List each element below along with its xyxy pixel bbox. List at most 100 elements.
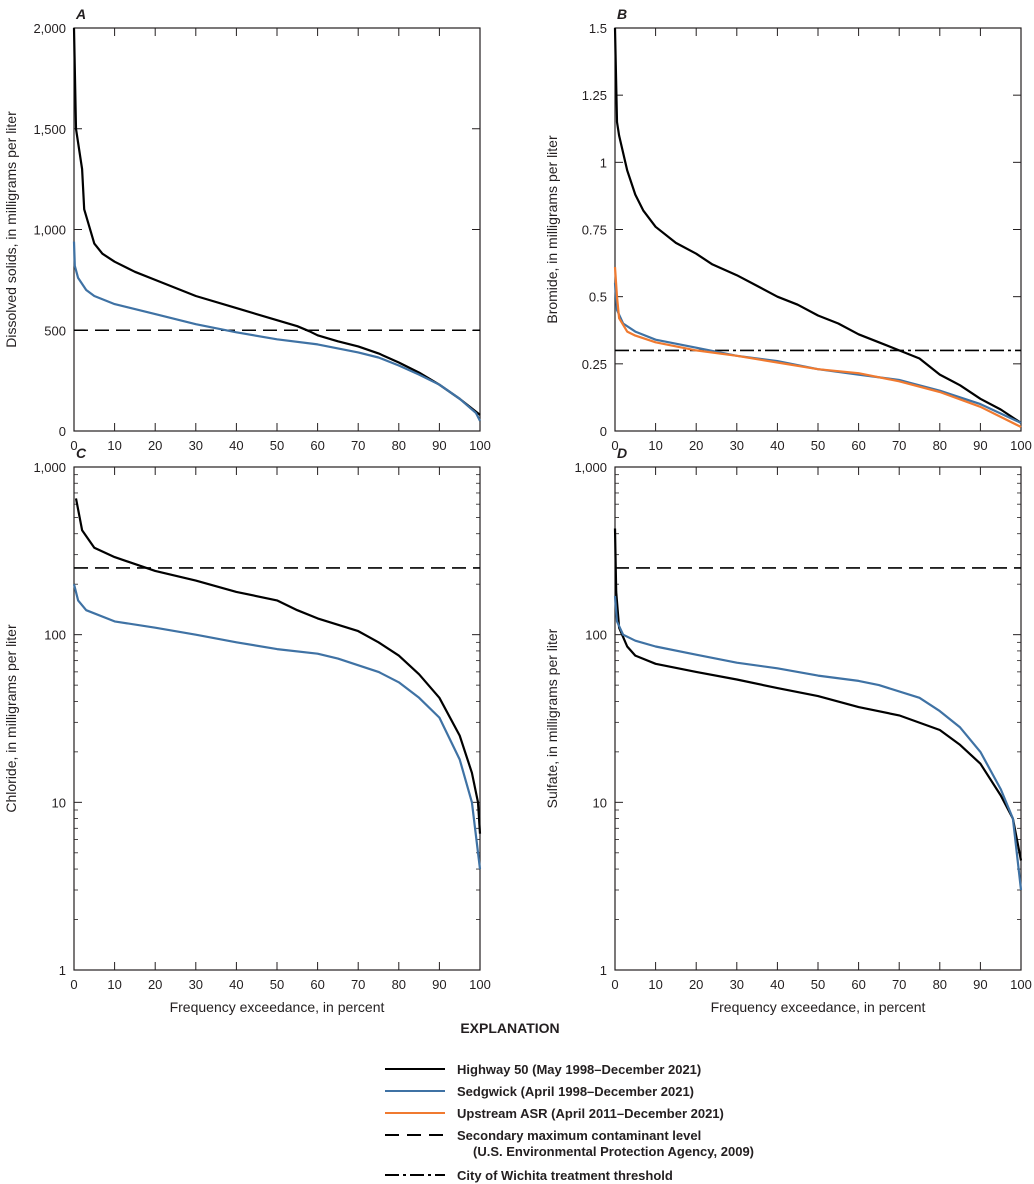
x-tick-label: 50 <box>270 438 284 453</box>
x-tick-label: 0 <box>611 438 618 453</box>
x-tick-label: 30 <box>730 977 744 992</box>
x-tick-label: 0 <box>70 977 77 992</box>
y-tick-label: 1.25 <box>582 88 607 103</box>
x-tick-label: 80 <box>392 977 406 992</box>
y-axis-label: Bromide, in milligrams per liter <box>544 135 560 324</box>
plot-frame <box>614 466 1022 971</box>
panel-a: 0 10 20 30 40 50 60 70 80 90 100 0 500 1,000 1,500 2,00… <box>3 6 491 453</box>
series-line-highway-50 <box>72 27 481 416</box>
legend-swatch-solid-orange <box>385 1112 445 1114</box>
y-tick-label: 1.5 <box>589 21 607 36</box>
x-tick-label: 10 <box>107 977 121 992</box>
series-line-sedgwick <box>72 241 481 422</box>
x-tick-label: 50 <box>811 438 825 453</box>
legend-item-highway50: Highway 50 (May 1998–December 2021) <box>385 1062 701 1078</box>
series-line-highway-50 <box>74 498 482 834</box>
x-tick-label: 100 <box>469 977 491 992</box>
legend-swatch-dash-dot <box>385 1174 445 1176</box>
y-tick-label: 100 <box>585 628 607 643</box>
x-tick-label: 70 <box>351 977 365 992</box>
x-tick-label: 40 <box>770 977 784 992</box>
y-tick-label: 1 <box>600 155 607 170</box>
plot-frame <box>614 27 1022 432</box>
legend-item-smcl: Secondary maximum contaminant level (U.S.… <box>385 1128 754 1160</box>
x-tick-label: 40 <box>229 977 243 992</box>
series-line-sedgwick <box>72 583 482 870</box>
panel-label: A <box>75 6 86 22</box>
legend-swatch-solid-black <box>385 1068 445 1070</box>
x-tick-label: 20 <box>689 977 703 992</box>
y-tick-label: 1 <box>600 963 607 978</box>
series-line-highway-50 <box>613 528 1023 861</box>
plot-frame <box>73 466 481 971</box>
panel-c: 0 10 20 30 40 50 60 70 80 90 1001101001,000CChlori… <box>3 445 491 1015</box>
legend-item-sedgwick: Sedgwick (April 1998–December 2021) <box>385 1084 694 1100</box>
x-tick-label: 100 <box>469 438 491 453</box>
x-tick-label: 40 <box>770 438 784 453</box>
x-tick-label: 10 <box>648 977 662 992</box>
x-tick-label: 20 <box>148 438 162 453</box>
x-tick-label: 0 <box>70 438 77 453</box>
x-tick-label: 70 <box>892 977 906 992</box>
x-tick-label: 10 <box>648 438 662 453</box>
series-line-highway-50 <box>613 27 1022 424</box>
y-tick-label: 0 <box>600 424 607 439</box>
y-tick-label: 0 <box>59 424 66 439</box>
panel-label: B <box>617 6 627 22</box>
x-tick-label: 50 <box>270 977 284 992</box>
legend-item-upstream-asr: Upstream ASR (April 2011–December 2021) <box>385 1106 724 1122</box>
y-tick-label: 2,000 <box>33 21 66 36</box>
x-tick-label: 90 <box>432 977 446 992</box>
x-tick-label: 30 <box>189 977 203 992</box>
legend-label-smcl: Secondary maximum contaminant level <box>457 1128 702 1143</box>
y-tick-label: 1 <box>59 963 66 978</box>
x-tick-label: 40 <box>229 438 243 453</box>
panel-d: 0 10 20 30 40 50 60 70 80 90 1001101001,000DSulfat… <box>544 445 1032 1015</box>
legend-swatch-dashed <box>385 1134 445 1136</box>
panel-b: 0 10 20 30 40 50 60 70 80 90 100 0 0.25 0.5 0.75 1 1.25 1… <box>544 6 1032 453</box>
y-tick-label: 1,500 <box>33 122 66 137</box>
x-tick-label: 80 <box>933 977 947 992</box>
x-tick-label: 10 <box>107 438 121 453</box>
x-tick-label: 30 <box>189 438 203 453</box>
y-axis-label: Sulfate, in milligrams per liter <box>544 628 560 808</box>
panel-label: C <box>76 445 87 461</box>
x-tick-label: 80 <box>392 438 406 453</box>
legend-item-wichita: City of Wichita treatment threshold <box>385 1168 673 1184</box>
x-tick-label: 60 <box>851 977 865 992</box>
x-tick-label: 20 <box>689 438 703 453</box>
y-tick-label: 1,000 <box>33 460 66 475</box>
y-tick-label: 0.5 <box>589 290 607 305</box>
x-tick-label: 60 <box>851 438 865 453</box>
x-tick-label: 20 <box>148 977 162 992</box>
y-tick-label: 100 <box>44 628 66 643</box>
x-tick-label: 90 <box>973 438 987 453</box>
x-tick-label: 60 <box>310 438 324 453</box>
x-tick-label: 90 <box>973 977 987 992</box>
legend-title: EXPLANATION <box>460 1020 560 1036</box>
x-tick-label: 60 <box>310 977 324 992</box>
y-tick-label: 0.75 <box>582 223 607 238</box>
x-axis-label: Frequency exceedance, in percent <box>711 999 926 1015</box>
series-line-sedgwick <box>613 283 1022 424</box>
x-tick-label: 70 <box>351 438 365 453</box>
x-tick-label: 90 <box>432 438 446 453</box>
y-tick-label: 1,000 <box>574 460 607 475</box>
legend-swatch-solid-blue <box>385 1090 445 1092</box>
y-tick-label: 10 <box>52 795 66 810</box>
series-line-sedgwick <box>613 595 1023 891</box>
series-line-upstream-asr <box>613 267 1022 428</box>
x-tick-label: 30 <box>730 438 744 453</box>
x-axis-label: Frequency exceedance, in percent <box>170 999 385 1015</box>
y-tick-label: 0.25 <box>582 357 607 372</box>
y-tick-label: 10 <box>593 795 607 810</box>
panel-label: D <box>617 445 627 461</box>
x-tick-label: 70 <box>892 438 906 453</box>
legend-sublabel-smcl: (U.S. Environmental Protection Agency, 2… <box>473 1144 755 1159</box>
x-tick-label: 50 <box>811 977 825 992</box>
x-tick-label: 100 <box>1010 438 1032 453</box>
y-tick-label: 500 <box>44 323 66 338</box>
plot-frame <box>73 27 481 432</box>
x-tick-label: 80 <box>933 438 947 453</box>
